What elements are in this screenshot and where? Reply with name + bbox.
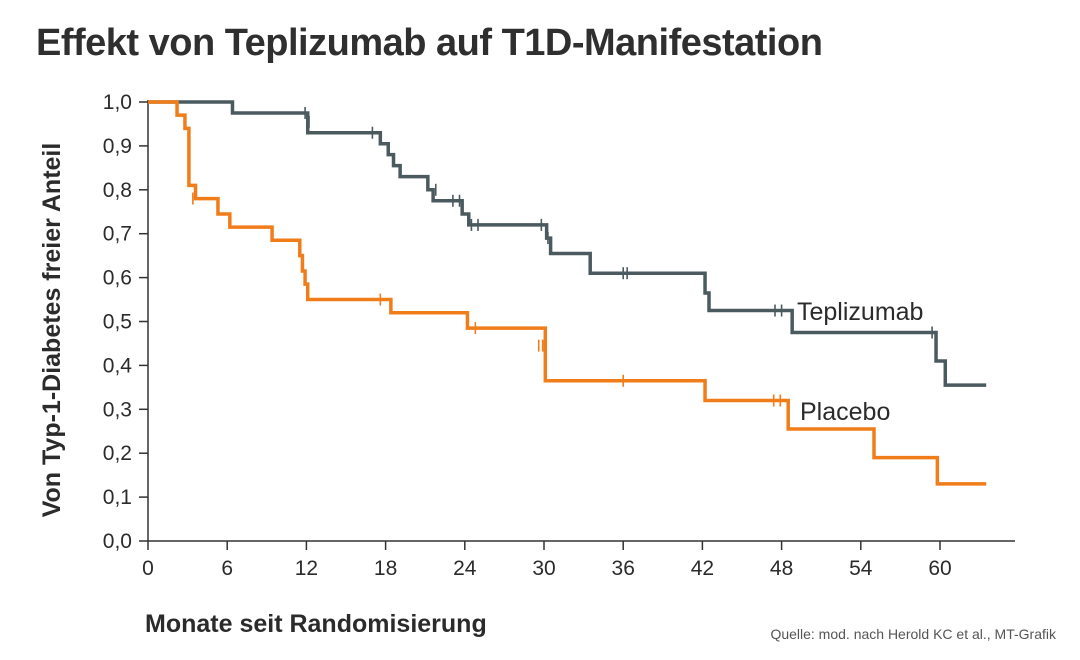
x-tick-label: 30 [532,557,555,580]
x-tick-label: 24 [453,557,477,580]
y-tick-label: 0,3 [103,398,132,421]
y-tick-label: 0,9 [103,135,132,158]
y-axis-label: Von Typ-1-Diabetes freier Anteil [38,143,66,518]
x-tick-label: 0 [142,557,154,580]
x-tick-label: 42 [691,557,714,580]
x-tick-label: 36 [612,557,635,580]
y-tick-label: 0,4 [103,354,133,377]
y-tick-label: 0,1 [103,486,132,509]
chart-axes: 0,0 0,1 0,2 0,3 0,4 0,5 0,6 0,7 0,8 0,9 1,0 0 6 12 18 2… [103,91,1015,580]
x-tick-label: 60 [928,557,951,580]
x-tick-label: 6 [221,557,233,580]
y-tick-label: 0,2 [103,442,132,465]
series-line-placebo [148,100,987,486]
source-note: Quelle: mod. nach Herold KC et al., MT-G… [770,626,1056,642]
x-axis-label: Monate seit Randomisierung [145,610,487,638]
x-tick-label: 54 [849,557,873,580]
y-tick-label: 0,6 [103,267,132,290]
y-tick-label: 0,0 [103,530,132,553]
y-tick-label: 1,0 [103,91,132,114]
x-tick-label: 18 [374,557,397,580]
series-layer [148,100,987,486]
series-label-teplizumab: Teplizumab [797,298,923,326]
y-tick-label: 0,8 [103,179,132,202]
x-tick-label: 12 [295,557,318,580]
y-tick-label: 0,7 [103,223,132,246]
series-line-teplizumab [148,100,987,387]
series-label-placebo: Placebo [800,398,890,426]
chart-title: Effekt von Teplizumab auf T1D-Manifestat… [36,22,823,64]
y-tick-label: 0,5 [103,311,132,334]
x-tick-label: 48 [770,557,793,580]
